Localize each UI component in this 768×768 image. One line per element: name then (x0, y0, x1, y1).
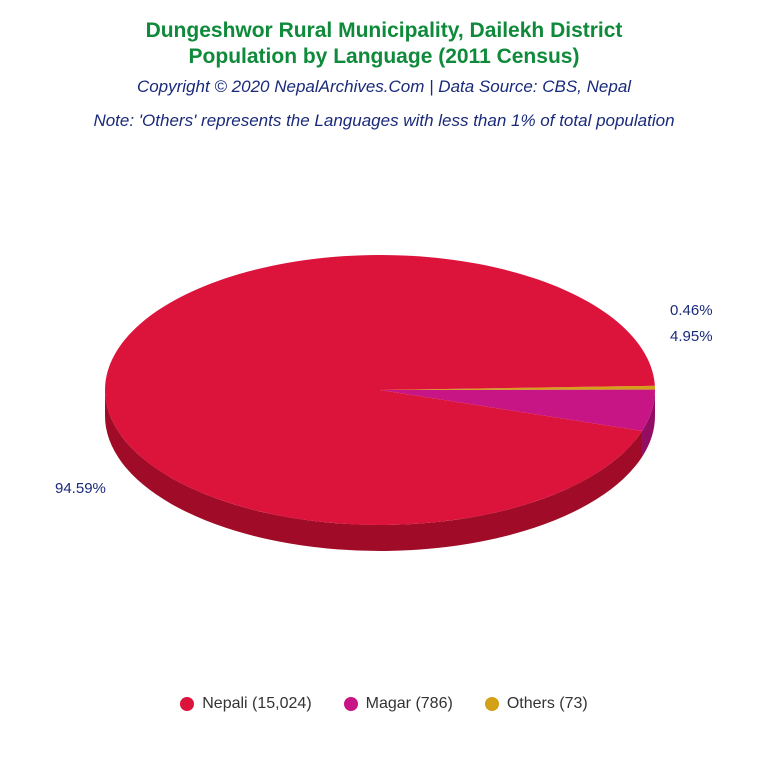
legend-item-magar: Magar (786) (344, 695, 453, 713)
legend-swatch-nepali (180, 697, 194, 711)
title-line-1: Dungeshwor Rural Municipality, Dailekh D… (0, 18, 768, 44)
pie-svg (0, 200, 768, 600)
legend-label-nepali: Nepali (15,024) (202, 695, 311, 713)
legend-item-nepali: Nepali (15,024) (180, 695, 311, 713)
pct-label-others: 0.46% (670, 302, 713, 319)
note-line: Note: 'Others' represents the Languages … (0, 111, 768, 131)
pct-label-magar: 4.95% (670, 328, 713, 345)
legend-label-magar: Magar (786) (366, 695, 453, 713)
legend: Nepali (15,024) Magar (786) Others (73) (0, 695, 768, 713)
legend-swatch-magar (344, 697, 358, 711)
legend-label-others: Others (73) (507, 695, 588, 713)
legend-swatch-others (485, 697, 499, 711)
pct-label-nepali: 94.59% (55, 480, 106, 497)
title-line-2: Population by Language (2011 Census) (0, 44, 768, 70)
legend-item-others: Others (73) (485, 695, 588, 713)
pie-chart: 94.59% 4.95% 0.46% (0, 200, 768, 600)
copyright-line: Copyright © 2020 NepalArchives.Com | Dat… (0, 77, 768, 97)
title-block: Dungeshwor Rural Municipality, Dailekh D… (0, 0, 768, 131)
